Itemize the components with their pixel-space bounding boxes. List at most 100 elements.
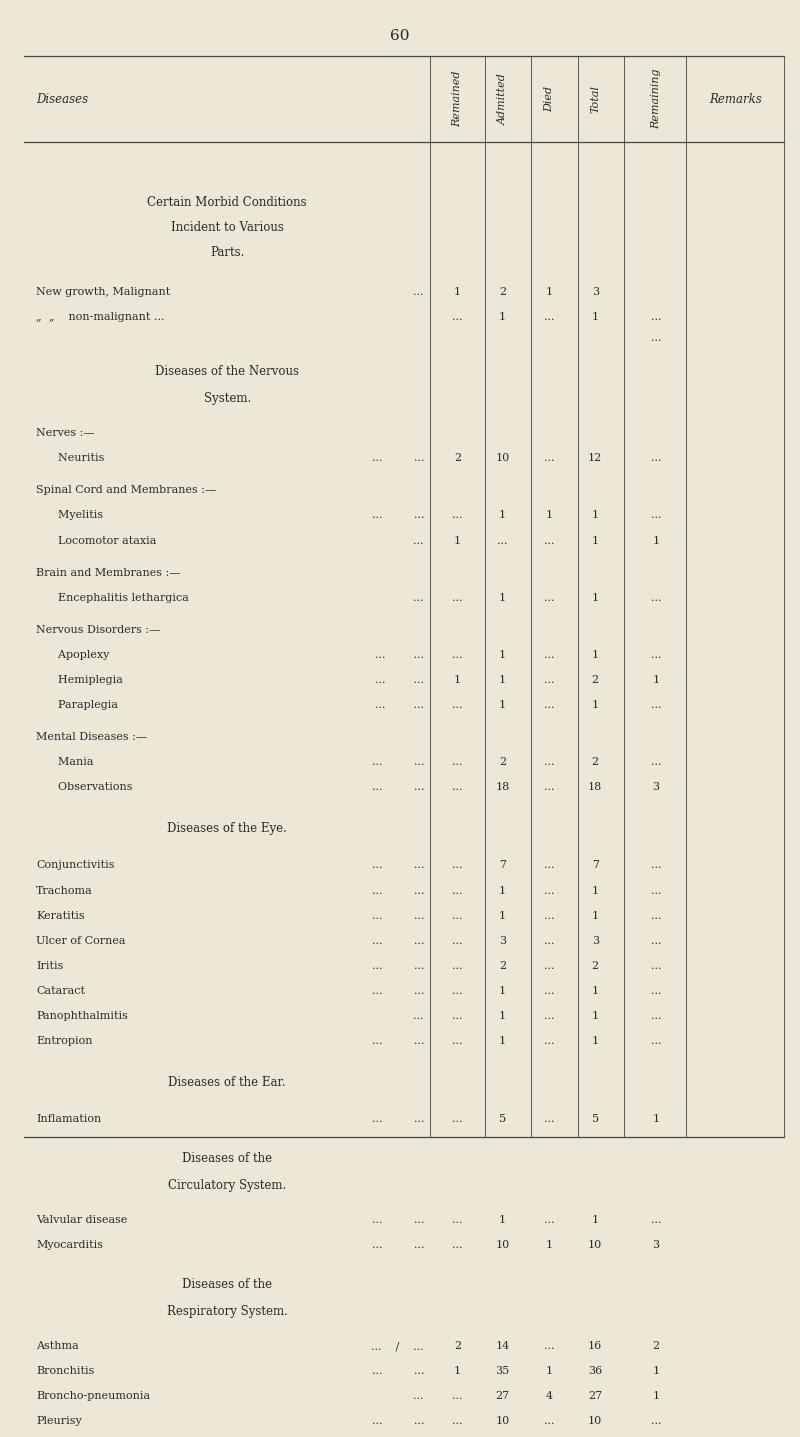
Text: ...         ...: ... ... <box>371 1036 424 1046</box>
Text: ...    /    ...: ... / ... <box>371 1341 424 1351</box>
Text: 1: 1 <box>592 312 598 322</box>
Text: Asthma: Asthma <box>36 1341 78 1351</box>
Text: 1: 1 <box>454 536 461 546</box>
Text: ...: ... <box>414 287 424 297</box>
Text: Mania: Mania <box>44 757 94 767</box>
Text: 3: 3 <box>592 287 598 297</box>
Text: Myocarditis: Myocarditis <box>36 1240 103 1250</box>
Text: ...         ...: ... ... <box>371 885 424 895</box>
Text: ...         ...: ... ... <box>371 961 424 971</box>
Text: ...        ...: ... ... <box>375 650 424 660</box>
Text: ...: ... <box>543 1114 554 1124</box>
Text: ...: ... <box>650 911 662 921</box>
Text: ...: ... <box>650 700 662 710</box>
Text: ...: ... <box>543 935 554 946</box>
Text: Total: Total <box>590 85 600 114</box>
Text: 1: 1 <box>592 1012 598 1020</box>
Text: ...: ... <box>543 885 554 895</box>
Text: ...: ... <box>497 536 508 546</box>
Text: ...: ... <box>452 861 463 871</box>
Text: 16: 16 <box>588 1341 602 1351</box>
Text: ...         ...: ... ... <box>371 911 424 921</box>
Text: ...: ... <box>414 536 424 546</box>
Text: Remaining: Remaining <box>651 69 661 129</box>
Text: 12: 12 <box>588 453 602 463</box>
Text: 60: 60 <box>390 29 410 43</box>
Text: 36: 36 <box>588 1367 602 1377</box>
Text: Hemiplegia: Hemiplegia <box>44 675 123 685</box>
Text: 1: 1 <box>454 287 461 297</box>
Text: Died: Died <box>544 86 554 112</box>
Text: 1: 1 <box>592 1036 598 1046</box>
Text: Ulcer of Cornea: Ulcer of Cornea <box>36 935 126 946</box>
Text: ...: ... <box>543 1216 554 1226</box>
Text: 1: 1 <box>454 675 461 685</box>
Text: ...: ... <box>414 1012 424 1020</box>
Text: Diseases of the Nervous: Diseases of the Nervous <box>155 365 299 378</box>
Text: Myelitis: Myelitis <box>44 510 103 520</box>
Text: 1: 1 <box>592 592 598 602</box>
Text: ...         ...: ... ... <box>371 935 424 946</box>
Text: 1: 1 <box>499 312 506 322</box>
Text: ...: ... <box>452 1012 463 1020</box>
Text: 1: 1 <box>499 885 506 895</box>
Text: 1: 1 <box>653 536 659 546</box>
Text: ...: ... <box>452 1391 463 1401</box>
Text: ...: ... <box>543 782 554 792</box>
Text: ...: ... <box>452 1240 463 1250</box>
Text: 4: 4 <box>546 1391 552 1401</box>
Text: ...: ... <box>452 935 463 946</box>
Text: 18: 18 <box>495 782 510 792</box>
Text: Respiratory System.: Respiratory System. <box>166 1305 288 1318</box>
Text: ...        ...: ... ... <box>375 700 424 710</box>
Text: Remarks: Remarks <box>710 92 762 106</box>
Text: ...: ... <box>543 650 554 660</box>
Text: ...: ... <box>650 961 662 971</box>
Text: 1: 1 <box>499 675 506 685</box>
Text: 1: 1 <box>499 700 506 710</box>
Text: 3: 3 <box>653 1240 659 1250</box>
Text: 1: 1 <box>592 700 598 710</box>
Text: 1: 1 <box>653 1391 659 1401</box>
Text: Inflamation: Inflamation <box>36 1114 102 1124</box>
Text: 2: 2 <box>653 1341 659 1351</box>
Text: ...: ... <box>543 861 554 871</box>
Text: ...: ... <box>650 861 662 871</box>
Text: ...         ...: ... ... <box>371 782 424 792</box>
Text: 2: 2 <box>499 287 506 297</box>
Text: 1: 1 <box>592 536 598 546</box>
Text: ...: ... <box>452 986 463 996</box>
Text: Entropion: Entropion <box>36 1036 93 1046</box>
Text: ...        ...: ... ... <box>375 675 424 685</box>
Text: 1: 1 <box>499 1216 506 1226</box>
Text: Nerves :—: Nerves :— <box>36 428 94 438</box>
Text: 1: 1 <box>499 911 506 921</box>
Text: ...: ... <box>452 650 463 660</box>
Text: ...: ... <box>650 453 662 463</box>
Text: 1: 1 <box>499 592 506 602</box>
Text: 1: 1 <box>592 650 598 660</box>
Text: ...: ... <box>452 312 463 322</box>
Text: „  „    non-malignant ...: „ „ non-malignant ... <box>36 312 164 322</box>
Text: Locomotor ataxia: Locomotor ataxia <box>44 536 156 546</box>
Text: ...: ... <box>543 911 554 921</box>
Text: 18: 18 <box>588 782 602 792</box>
Text: 2: 2 <box>592 961 598 971</box>
Text: 10: 10 <box>495 453 510 463</box>
Text: Circulatory System.: Circulatory System. <box>168 1178 286 1191</box>
Text: 1: 1 <box>499 1012 506 1020</box>
Text: Spinal Cord and Membranes :—: Spinal Cord and Membranes :— <box>36 486 216 496</box>
Text: System.: System. <box>203 392 251 405</box>
Text: ...         ...: ... ... <box>371 1417 424 1427</box>
Text: Panophthalmitis: Panophthalmitis <box>36 1012 128 1020</box>
Text: ...: ... <box>650 333 662 343</box>
Text: ...: ... <box>543 592 554 602</box>
Text: ...: ... <box>543 700 554 710</box>
Text: ...         ...: ... ... <box>371 757 424 767</box>
Text: ...: ... <box>650 986 662 996</box>
Text: ...: ... <box>543 986 554 996</box>
Text: 1: 1 <box>592 1216 598 1226</box>
Text: 1: 1 <box>592 986 598 996</box>
Text: Encephalitis lethargica: Encephalitis lethargica <box>44 592 189 602</box>
Text: ...: ... <box>452 592 463 602</box>
